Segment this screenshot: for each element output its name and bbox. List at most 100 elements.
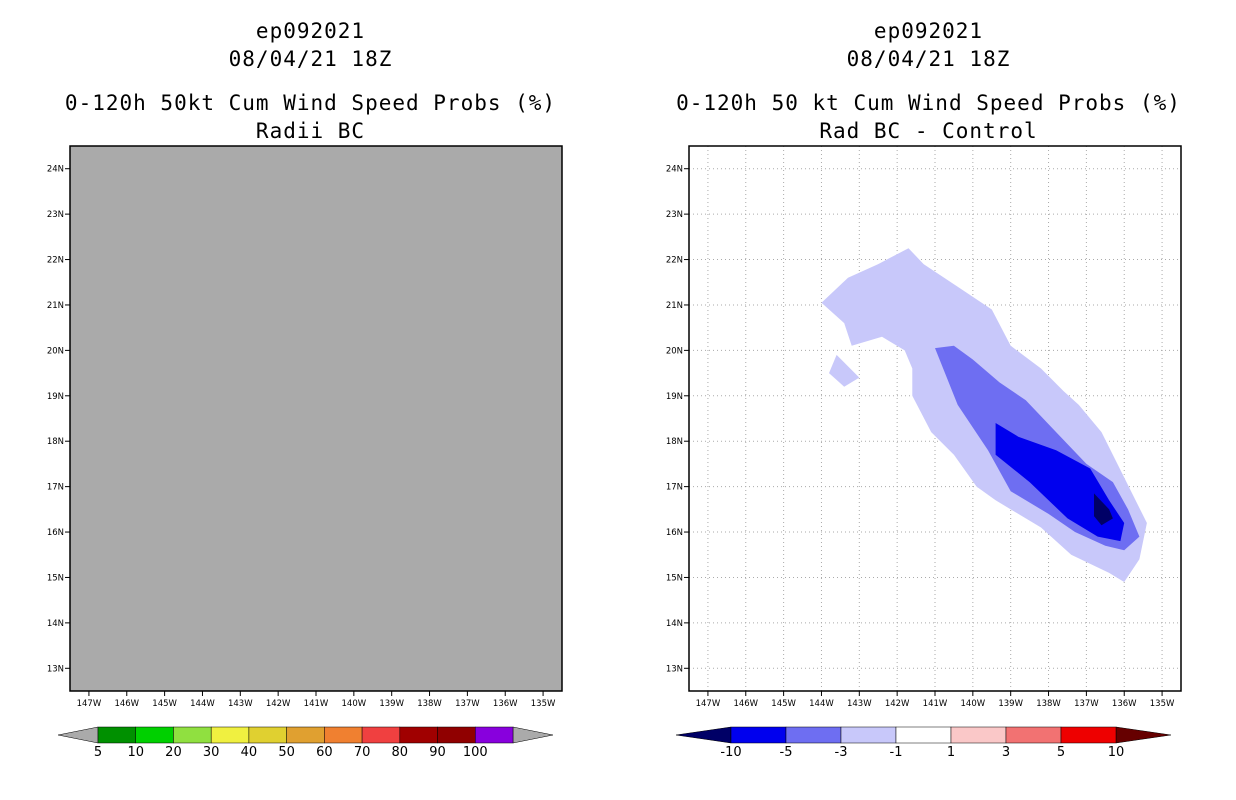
left-y-tick-label: 24N — [47, 165, 64, 175]
right-colorbar: -10 -5 -3 -1 1 3 5 10 — [675, 726, 1172, 760]
left-colorbar-label: 20 — [165, 745, 182, 760]
left-colorbar-segment — [399, 726, 438, 744]
right-y-tick-label: 14N — [666, 619, 683, 629]
right-colorbar-label: -1 — [890, 745, 903, 760]
left-colorbar-label: 30 — [203, 745, 220, 760]
left-x-tick-label: 139W — [379, 699, 404, 709]
left-colorbar-label: 50 — [278, 745, 295, 760]
right-colorbar-segment — [950, 726, 1007, 744]
left-colorbar-over-triangle — [512, 726, 554, 744]
right-x-tick-label: 147W — [696, 699, 721, 709]
left-colorbar-label: 90 — [429, 745, 446, 760]
right-x-tick-label: 135W — [1150, 699, 1175, 709]
left-colorbar-label: 40 — [241, 745, 258, 760]
left-y-tick-label: 15N — [47, 573, 64, 583]
contour-region-4 — [995, 423, 1125, 542]
left-colorbar-label: 5 — [94, 745, 102, 760]
right-colorbar-segment — [1005, 726, 1062, 744]
left-title-product: 0-120h 50kt Cum Wind Speed Probs (%) — [64, 91, 557, 115]
left-colorbar-segment — [286, 726, 325, 744]
contour-region-5 — [1094, 493, 1113, 526]
right-y-tick-label: 15N — [666, 573, 683, 583]
left-colorbar-segment — [97, 726, 136, 744]
right-y-tick-label: 18N — [666, 437, 683, 447]
left-x-tick-label: 142W — [266, 699, 291, 709]
right-x-tick-label: 138W — [1036, 699, 1061, 709]
left-y-tick-label: 23N — [47, 210, 64, 220]
left-colorbar-under-triangle — [57, 726, 99, 744]
left-colorbar-segment — [475, 726, 514, 744]
left-y-tick-label: 18N — [47, 437, 64, 447]
left-colorbar-label: 60 — [316, 745, 333, 760]
left-x-tick-label: 141W — [304, 699, 329, 709]
right-colorbar-label: 10 — [1108, 745, 1125, 760]
left-x-tick-label: 138W — [417, 699, 442, 709]
left-x-tick-label: 147W — [77, 699, 102, 709]
left-x-tick-label: 136W — [493, 699, 518, 709]
right-title-datetime: 08/04/21 18Z — [846, 47, 1011, 71]
left-x-tick-label: 146W — [114, 699, 139, 709]
left-x-tick-label: 145W — [152, 699, 177, 709]
contour-region-2 — [829, 354, 860, 387]
left-plot-area: 147W 146W 145W 144W 143W 142W 141W 140W 139W 138W… — [47, 145, 563, 709]
right-colorbar-label: 1 — [947, 745, 955, 760]
right-colorbar-over-triangle — [1115, 726, 1172, 744]
right-colorbar-label: 3 — [1002, 745, 1010, 760]
right-y-tick-label: 13N — [666, 664, 683, 674]
left-colorbar-label: 70 — [354, 745, 371, 760]
left-x-tick-label: 135W — [531, 699, 556, 709]
right-y-tick-label: 20N — [666, 346, 683, 356]
left-x-tick-label: 144W — [190, 699, 215, 709]
left-x-tick-label: 140W — [342, 699, 367, 709]
left-title-variant: Radii BC — [255, 119, 366, 143]
right-x-tick-label: 140W — [961, 699, 986, 709]
right-x-tick-label: 142W — [885, 699, 910, 709]
right-y-tick-label: 23N — [666, 210, 683, 220]
left-colorbar-segment — [437, 726, 476, 744]
left-colorbar-segment — [361, 726, 401, 744]
right-colorbar-segment — [840, 726, 897, 744]
right-colorbar-segment — [1060, 726, 1117, 744]
left-x-tick-label: 143W — [228, 699, 253, 709]
right-y-tick-label: 17N — [666, 483, 683, 493]
left-y-tick-label: 13N — [47, 664, 64, 674]
left-colorbar-segment — [324, 726, 363, 744]
left-title-storm-id: ep092021 — [255, 19, 366, 43]
left-colorbar-segment — [173, 726, 212, 744]
right-x-tick-label: 137W — [1074, 699, 1099, 709]
right-colorbar-label: 5 — [1057, 745, 1065, 760]
right-plot-area: 147W 146W 145W 144W 143W 142W 141W 140W 139W 138W… — [666, 145, 1182, 709]
right-title-storm-id: ep092021 — [873, 19, 984, 43]
right-x-tick-label: 144W — [809, 699, 834, 709]
left-title-datetime: 08/04/21 18Z — [228, 47, 393, 71]
left-y-tick-label: 22N — [47, 256, 64, 266]
right-y-tick-label: 19N — [666, 392, 683, 402]
right-colorbar-segment — [895, 726, 952, 744]
left-y-tick-label: 14N — [47, 619, 64, 629]
right-colorbar-segment — [730, 726, 787, 744]
left-x-tick-label: 137W — [455, 699, 480, 709]
right-y-tick-label: 24N — [666, 165, 683, 175]
left-colorbar-segment — [135, 726, 174, 744]
left-colorbar-segment — [248, 726, 287, 744]
left-colorbar-segment — [210, 726, 250, 744]
left-colorbar-label: 80 — [392, 745, 409, 760]
right-x-tick-label: 136W — [1112, 699, 1137, 709]
right-x-tick-label: 139W — [998, 699, 1023, 709]
right-colorbar-label: -3 — [835, 745, 848, 760]
left-colorbar-label: 10 — [127, 745, 144, 760]
right-colorbar-label: -5 — [780, 745, 793, 760]
left-plot-background — [70, 146, 562, 691]
right-colorbar-label: -10 — [720, 745, 741, 760]
left-y-tick-label: 16N — [47, 528, 64, 538]
right-y-tick-label: 22N — [666, 256, 683, 266]
left-y-tick-label: 17N — [47, 483, 64, 493]
right-x-tick-label: 146W — [733, 699, 758, 709]
left-colorbar: 5 10 20 30 40 50 60 70 80 90 100 — [57, 726, 554, 760]
left-y-tick-label: 19N — [47, 392, 64, 402]
right-colorbar-segment — [785, 726, 842, 744]
right-title-variant: Rad BC - Control — [819, 119, 1038, 143]
right-title-product: 0-120h 50 kt Cum Wind Speed Probs (%) — [676, 91, 1181, 115]
right-y-tick-label: 21N — [666, 301, 683, 311]
